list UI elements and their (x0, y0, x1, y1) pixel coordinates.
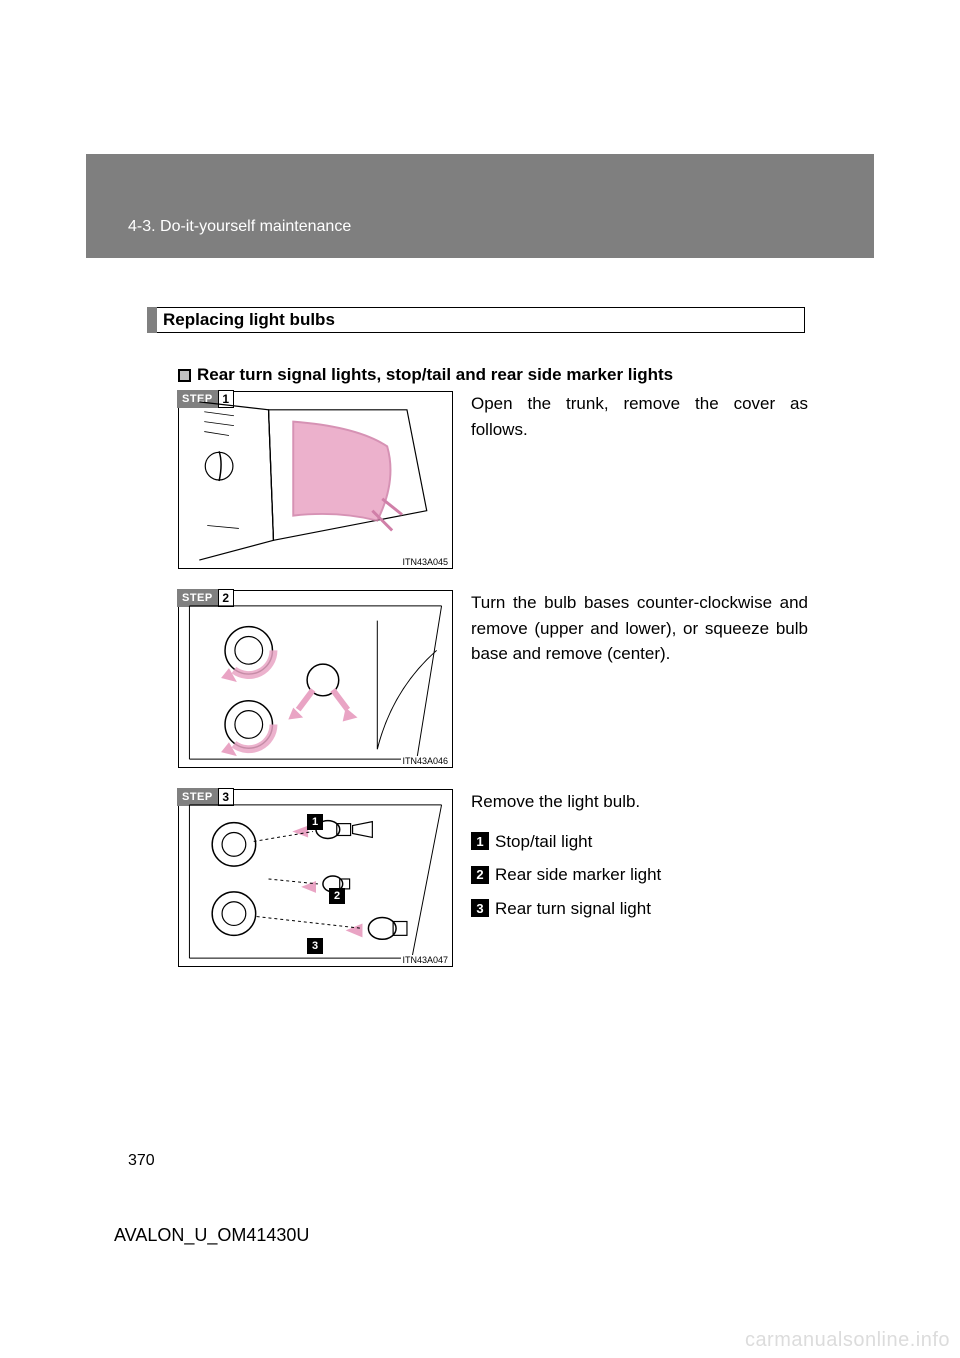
step-1-block: STEP 1 ITN43A045 (178, 391, 808, 569)
step-1-text: Open the trunk, remove the cover as foll… (471, 391, 808, 442)
step-2-figure-code: ITN43A046 (401, 756, 449, 766)
step-3-figure: STEP 3 (178, 789, 453, 967)
step-1-illustration (179, 392, 452, 568)
step-2-illustration (179, 591, 452, 767)
step-2-text: Turn the bulb bases counter-clockwise an… (471, 590, 808, 667)
callout-num-1: 1 (471, 832, 489, 850)
figure-callout-3: 3 (307, 938, 323, 954)
callout-num-2: 2 (471, 866, 489, 884)
callout-list: 1 Stop/tail light 2 Rear side marker lig… (471, 829, 808, 922)
step-3-text: Remove the light bulb. (471, 789, 808, 815)
step-1-figure: STEP 1 ITN43A045 (178, 391, 453, 569)
subsection-heading: Rear turn signal lights, stop/tail and r… (178, 365, 673, 385)
section-title-row: Replacing light bulbs (147, 307, 807, 335)
step-1-figure-code: ITN43A045 (401, 557, 449, 567)
figure-callout-1: 1 (307, 814, 323, 830)
section-accent-bar (147, 307, 157, 333)
step-3-figure-code: ITN43A047 (401, 955, 449, 965)
callout-label-3: Rear turn signal light (495, 896, 651, 922)
section-title: Replacing light bulbs (163, 310, 335, 330)
step-3-row: STEP 3 (178, 789, 808, 967)
watermark: carmanualsonline.info (745, 1329, 950, 1352)
document-code: AVALON_U_OM41430U (114, 1225, 309, 1246)
step-1-row: STEP 1 ITN43A045 (178, 391, 808, 569)
callout-item-3: 3 Rear turn signal light (471, 896, 808, 922)
callout-num-3: 3 (471, 899, 489, 917)
manual-page: 4-3. Do-it-yourself maintenance Replacin… (0, 0, 960, 1358)
callout-item-1: 1 Stop/tail light (471, 829, 808, 855)
subsection-text: Rear turn signal lights, stop/tail and r… (197, 365, 673, 384)
step-2-row: STEP 2 (178, 590, 808, 768)
square-bullet-icon (178, 369, 191, 382)
section-title-box: Replacing light bulbs (157, 307, 805, 333)
step-2-figure: STEP 2 (178, 590, 453, 768)
page-number: 370 (128, 1152, 155, 1170)
callout-item-2: 2 Rear side marker light (471, 862, 808, 888)
step-3-block: STEP 3 (178, 789, 808, 967)
chapter-label: 4-3. Do-it-yourself maintenance (128, 218, 351, 236)
step-3-text-column: Remove the light bulb. 1 Stop/tail light… (471, 789, 808, 929)
figure-callout-2: 2 (329, 888, 345, 904)
callout-label-2: Rear side marker light (495, 862, 661, 888)
header-band (86, 154, 874, 258)
step-2-block: STEP 2 (178, 590, 808, 768)
callout-label-1: Stop/tail light (495, 829, 592, 855)
